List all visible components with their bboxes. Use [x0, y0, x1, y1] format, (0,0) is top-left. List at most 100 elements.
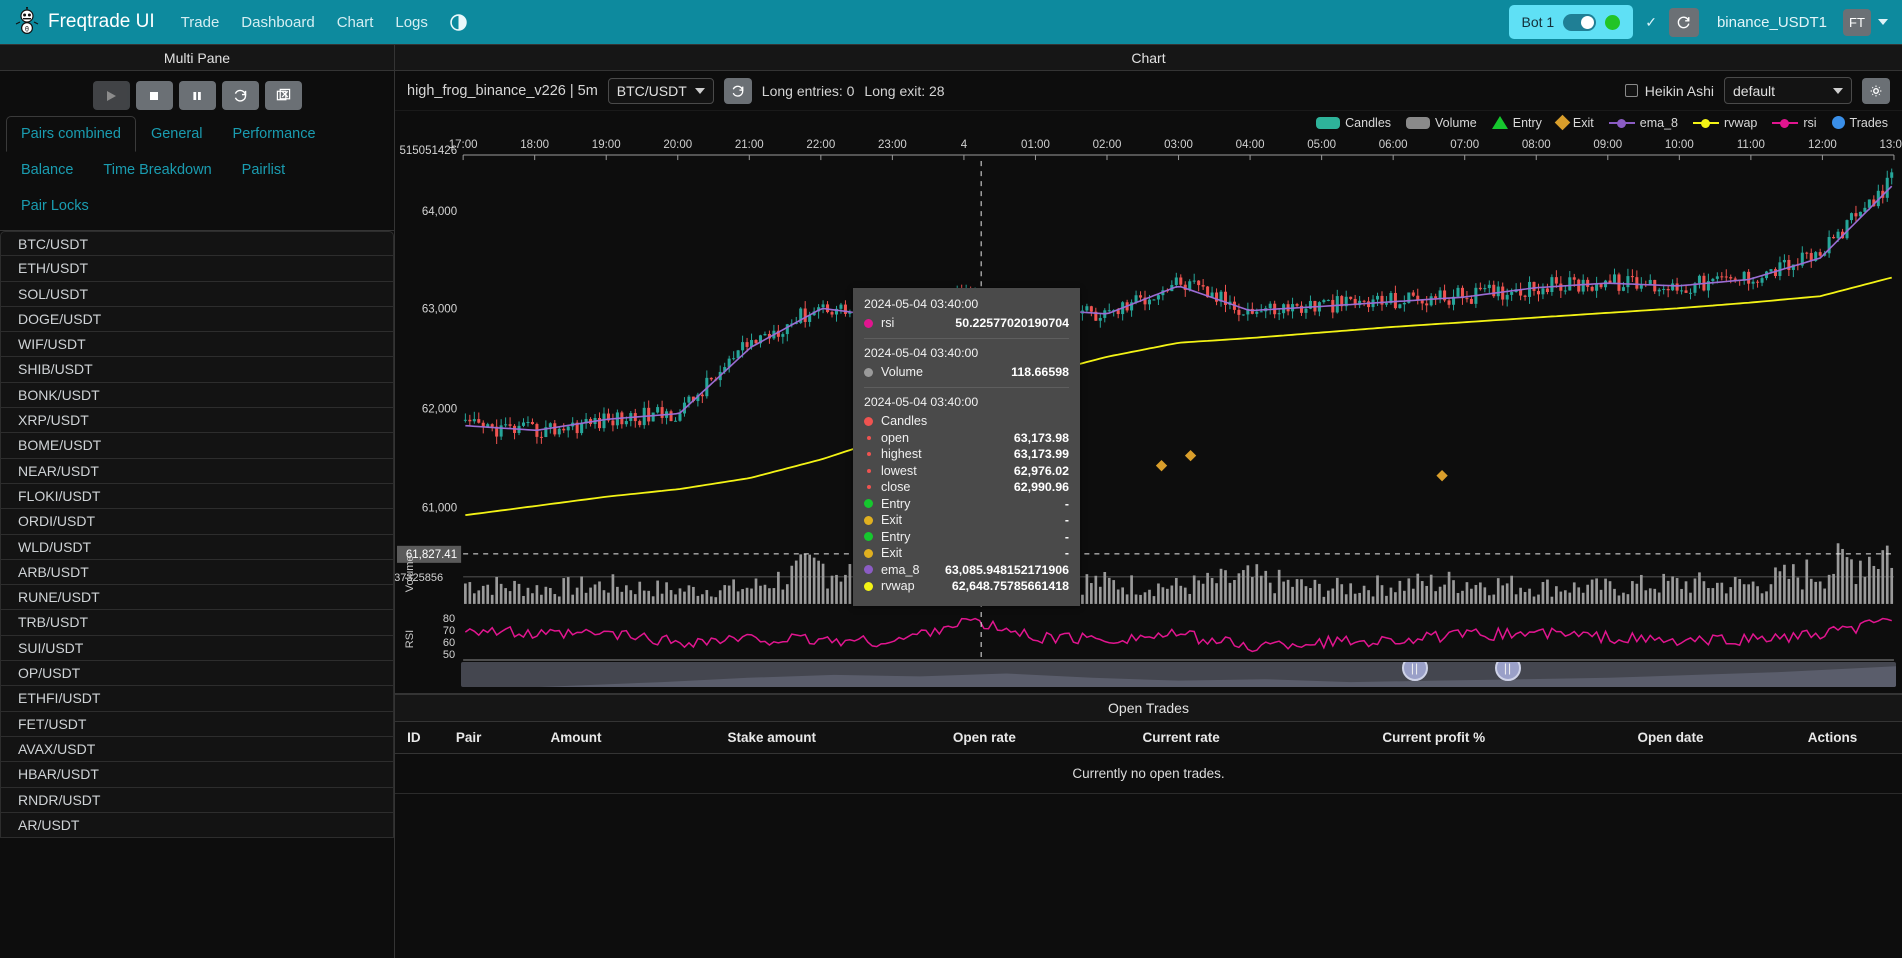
axis-tick-label: 50	[443, 649, 455, 661]
axis-tick-label: 13:00	[1880, 139, 1902, 151]
column-header[interactable]: Open date	[1577, 722, 1764, 754]
heikin-ashi-checkbox[interactable]: Heikin Ashi	[1624, 83, 1714, 99]
pause-icon	[193, 91, 201, 100]
column-header[interactable]: ID	[395, 722, 433, 754]
list-item[interactable]: ETH/USDT	[0, 256, 394, 282]
list-item[interactable]: TRB/USDT	[0, 610, 394, 636]
list-item[interactable]: HBAR/USDT	[0, 762, 394, 788]
tab-balance[interactable]: Balance	[21, 162, 74, 178]
legend-item-rsi[interactable]: rsi	[1772, 116, 1817, 130]
column-header[interactable]: Actions	[1763, 722, 1902, 754]
list-item[interactable]: AR/USDT	[0, 812, 394, 839]
legend-item-candles[interactable]: Candles	[1316, 116, 1391, 130]
list-item[interactable]: WIF/USDT	[0, 332, 394, 358]
legend-item-volume[interactable]: Volume	[1406, 116, 1477, 130]
tab-pairlist[interactable]: Pairlist	[241, 162, 286, 178]
pause-button[interactable]	[178, 81, 216, 110]
tab-time-breakdown[interactable]: Time Breakdown	[103, 162, 212, 178]
chart-refresh-button[interactable]	[723, 77, 752, 104]
chart-range-scrollbar[interactable]: || ||	[461, 662, 1896, 687]
refresh-button[interactable]	[1668, 7, 1699, 37]
list-item[interactable]: RUNE/USDT	[0, 585, 394, 611]
list-item[interactable]: RNDR/USDT	[0, 787, 394, 813]
bot-selector-chip[interactable]: Bot 1	[1508, 5, 1634, 39]
nav-item-logs[interactable]: Logs	[395, 13, 428, 31]
pair-select[interactable]: BTC/USDT	[607, 77, 714, 104]
legend-item-ema_8[interactable]: ema_8	[1608, 116, 1678, 130]
reload-button[interactable]	[221, 81, 259, 110]
list-item[interactable]: NEAR/USDT	[0, 458, 394, 484]
list-item[interactable]: SOL/USDT	[0, 281, 394, 307]
price-chart-svg[interactable]: 17:00 18:00 19:00 20:00 21:00 22:00 23:00 4 01:0…	[395, 133, 1902, 693]
legend-item-entry[interactable]: Entry	[1491, 116, 1542, 130]
pair-list[interactable]: BTC/USDT ETH/USDT SOL/USDT DOGE/USDT WIF/USD…	[0, 230, 394, 958]
series-line-rsi	[464, 617, 1892, 653]
axis-tick-label: 61,827.41	[406, 549, 457, 561]
column-header[interactable]: Amount	[504, 722, 648, 754]
list-item[interactable]: BOME/USDT	[0, 433, 394, 459]
axis-tick-label: 2137325856	[395, 572, 443, 584]
list-item[interactable]: AVAX/USDT	[0, 736, 394, 763]
tab-performance[interactable]: Performance	[232, 126, 316, 142]
range-handle-left[interactable]: ||	[1402, 662, 1428, 681]
list-item[interactable]: ETHFI/USDT	[0, 686, 394, 712]
tooltip-series-name: Candles	[881, 414, 928, 428]
list-item[interactable]: SHIB/USDT	[0, 357, 394, 383]
legend-item-rvwap[interactable]: rvwap	[1693, 116, 1757, 130]
sidebar-title: Multi Pane	[0, 44, 394, 71]
axis-tick-label: 09:00	[1593, 139, 1622, 151]
theme-toggle-icon[interactable]	[450, 13, 467, 31]
nav-item-chart[interactable]: Chart	[336, 13, 374, 31]
list-item[interactable]: SUI/USDT	[0, 635, 394, 662]
list-item[interactable]: DOGE/USDT	[0, 306, 394, 333]
legend-item-trades[interactable]: Trades	[1831, 116, 1888, 130]
tooltip-series-value: 62,648.75785661418	[951, 579, 1069, 593]
list-item[interactable]: XRP/USDT	[0, 408, 394, 434]
list-item[interactable]: ARB/USDT	[0, 559, 394, 586]
range-handle-right[interactable]: ||	[1495, 662, 1521, 681]
chart-plot-area[interactable]: 17:00 18:00 19:00 20:00 21:00 22:00 23:00 4 01:0…	[395, 133, 1902, 693]
tab-pair-locks[interactable]: Pair Locks	[21, 198, 89, 214]
axis-tick-label: 62,000	[422, 404, 457, 416]
legend-item-exit[interactable]: Exit	[1554, 114, 1594, 131]
nav-item-dashboard[interactable]: Dashboard	[241, 13, 315, 31]
axis-tick-label: 11:00	[1737, 139, 1765, 151]
column-header[interactable]: Stake amount	[647, 722, 896, 754]
column-header[interactable]: Current profit %	[1289, 722, 1578, 754]
plot-config-select[interactable]: default	[1724, 77, 1852, 104]
list-item[interactable]: BONK/USDT	[0, 382, 394, 409]
list-item[interactable]: FLOKI/USDT	[0, 483, 394, 510]
reload-icon	[234, 89, 246, 102]
start-button[interactable]	[92, 81, 130, 110]
column-header[interactable]: Open rate	[895, 722, 1073, 754]
list-item[interactable]: FET/USDT	[0, 711, 394, 737]
chevron-down-icon[interactable]	[1878, 19, 1888, 25]
tab-pairs-combined[interactable]: Pairs combined	[6, 116, 136, 152]
tooltip-series-name: Entry	[881, 529, 911, 544]
stop-button[interactable]	[135, 81, 173, 110]
cancel-open-orders-button[interactable]	[264, 81, 302, 110]
legend-swatch-icon	[1316, 116, 1341, 129]
axis-tick-label: 63,000	[422, 303, 457, 315]
tooltip-series-name: Volume	[881, 365, 924, 379]
chart-settings-button[interactable]	[1862, 77, 1890, 104]
tab-general[interactable]: General	[150, 126, 203, 142]
bot-enabled-toggle[interactable]	[1563, 13, 1597, 31]
list-item[interactable]: BTC/USDT	[0, 231, 394, 257]
list-item[interactable]: ORDI/USDT	[0, 509, 394, 535]
check-icon[interactable]: ✓	[1645, 13, 1657, 30]
axis-tick-label: 19:00	[592, 139, 621, 151]
list-item[interactable]: OP/USDT	[0, 661, 394, 687]
open-trades-panel: Open Trades ID Pair Amount Stake amount Open…	[395, 694, 1902, 958]
column-header[interactable]: Pair	[432, 722, 505, 754]
user-avatar[interactable]: FT	[1843, 8, 1871, 36]
legend-swatch-icon	[1554, 114, 1571, 131]
tooltip-row: ema_8 63,085.948152171906	[864, 563, 1069, 577]
nav-item-trade[interactable]: Trade	[180, 13, 220, 31]
tooltip-series-value: -	[1064, 513, 1069, 527]
column-header[interactable]: Current rate	[1072, 722, 1290, 754]
tooltip-series-value: -	[1064, 529, 1069, 544]
list-item[interactable]: WLD/USDT	[0, 534, 394, 560]
tooltip-row: Entry -	[864, 497, 1069, 511]
tooltip-date: 2024-05-04 03:40:00	[864, 395, 979, 409]
